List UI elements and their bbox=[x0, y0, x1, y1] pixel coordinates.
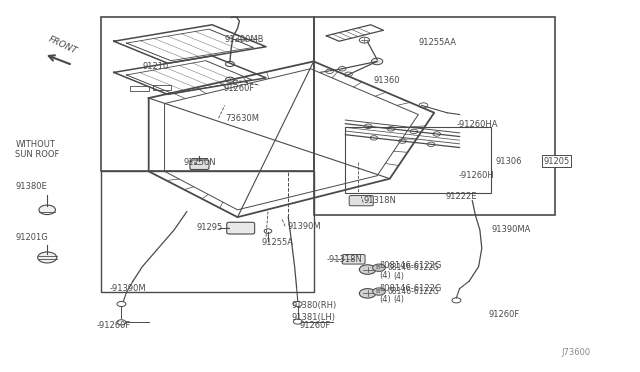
Text: 91205: 91205 bbox=[543, 157, 570, 166]
Text: 91260F: 91260F bbox=[223, 84, 255, 93]
Text: 08146-6122G: 08146-6122G bbox=[388, 263, 440, 272]
FancyBboxPatch shape bbox=[190, 160, 209, 170]
FancyBboxPatch shape bbox=[342, 254, 365, 264]
Text: 91255A: 91255A bbox=[262, 238, 294, 247]
Text: 91380E: 91380E bbox=[15, 182, 47, 190]
Bar bbox=[314, 17, 555, 215]
Text: 91250N: 91250N bbox=[184, 158, 216, 167]
Text: 91381(LH): 91381(LH) bbox=[291, 313, 335, 322]
Text: 91201G: 91201G bbox=[15, 233, 48, 242]
Text: 73630M: 73630M bbox=[225, 114, 259, 123]
Text: 91318N: 91318N bbox=[363, 196, 396, 205]
Text: B: B bbox=[375, 289, 380, 294]
Text: 91255AA: 91255AA bbox=[419, 38, 457, 47]
Bar bbox=[346, 127, 492, 193]
Text: 91295: 91295 bbox=[196, 222, 223, 231]
Text: -91260H: -91260H bbox=[458, 170, 494, 180]
Text: 91222E: 91222E bbox=[445, 192, 477, 202]
Circle shape bbox=[371, 58, 383, 65]
FancyBboxPatch shape bbox=[227, 222, 255, 234]
Text: 91306: 91306 bbox=[495, 157, 522, 166]
Circle shape bbox=[372, 264, 385, 272]
Text: -91260HA: -91260HA bbox=[457, 120, 499, 129]
Text: 91390MB: 91390MB bbox=[225, 35, 264, 44]
Circle shape bbox=[359, 289, 376, 298]
Bar bbox=[153, 85, 171, 90]
Bar bbox=[101, 171, 314, 292]
Text: FRONT: FRONT bbox=[47, 35, 79, 56]
Bar bbox=[130, 86, 148, 92]
Text: ß08146-6122G
(4): ß08146-6122G (4) bbox=[379, 285, 442, 304]
Text: ß08146-6122G
(4): ß08146-6122G (4) bbox=[379, 260, 442, 280]
Text: WITHOUT
SUN ROOF: WITHOUT SUN ROOF bbox=[15, 140, 60, 159]
Text: (4): (4) bbox=[393, 272, 404, 280]
Text: 91260F: 91260F bbox=[299, 321, 330, 330]
Text: 91380(RH): 91380(RH) bbox=[291, 301, 337, 310]
Text: 91390MA: 91390MA bbox=[492, 225, 531, 234]
Text: J73600: J73600 bbox=[561, 348, 590, 357]
Text: (4): (4) bbox=[393, 295, 404, 304]
Circle shape bbox=[39, 205, 56, 215]
Text: 91210: 91210 bbox=[142, 62, 168, 71]
Circle shape bbox=[359, 265, 376, 274]
Text: B: B bbox=[375, 265, 380, 270]
Text: 91205: 91205 bbox=[543, 157, 570, 166]
Text: 91360: 91360 bbox=[374, 76, 401, 85]
Text: 91260F: 91260F bbox=[488, 311, 520, 320]
Text: 91390M: 91390M bbox=[287, 222, 321, 231]
Text: -91390M: -91390M bbox=[109, 284, 146, 293]
FancyBboxPatch shape bbox=[349, 196, 373, 206]
Circle shape bbox=[38, 252, 57, 263]
Circle shape bbox=[372, 288, 385, 295]
Bar bbox=[101, 17, 314, 171]
Text: -91260F: -91260F bbox=[97, 321, 131, 330]
Text: -91318N: -91318N bbox=[326, 255, 362, 264]
Text: 08146-6122G: 08146-6122G bbox=[388, 287, 440, 296]
